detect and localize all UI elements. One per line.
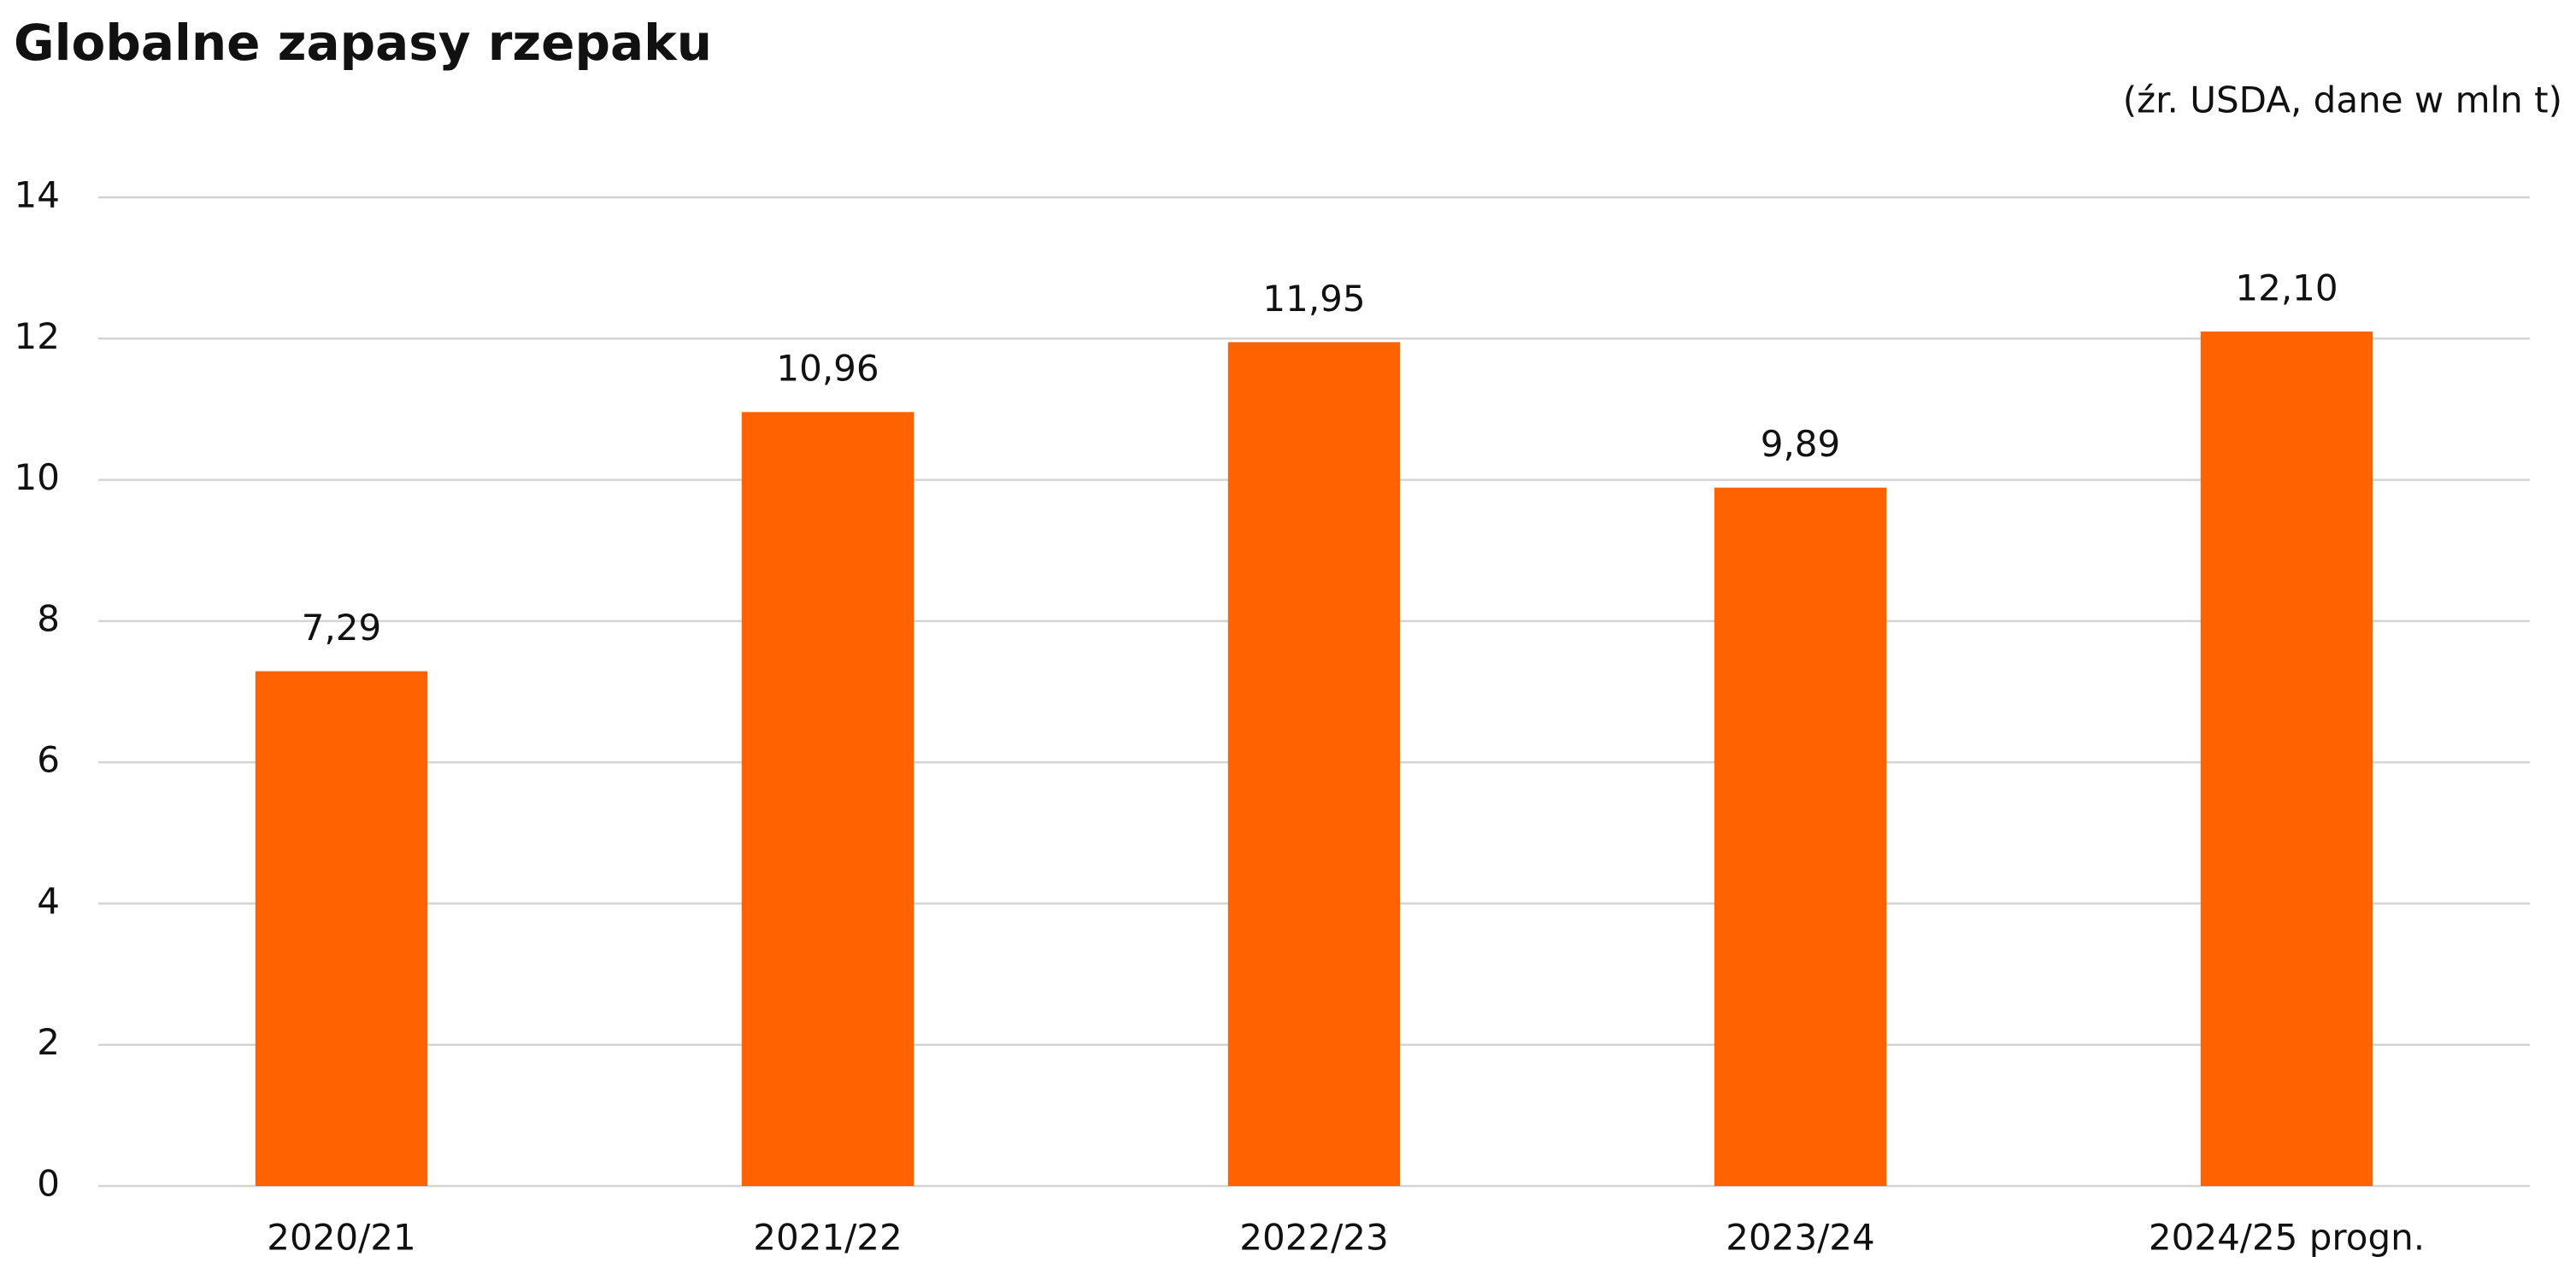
value-label: 7,29 bbox=[302, 607, 382, 649]
x-tick-label: 2023/24 bbox=[1726, 1217, 1874, 1259]
y-tick-label: 10 bbox=[15, 456, 60, 498]
chart-subtitle: (źr. USDA, dane w mln t) bbox=[2123, 79, 2562, 121]
y-tick-label: 4 bbox=[37, 880, 60, 922]
x-tick-label: 2022/23 bbox=[1239, 1217, 1388, 1259]
bar bbox=[741, 412, 915, 1187]
y-tick-label: 0 bbox=[37, 1163, 60, 1205]
x-tick-label: 2024/25 progn. bbox=[2149, 1217, 2425, 1259]
bar bbox=[1227, 342, 1401, 1186]
bar bbox=[1714, 487, 1887, 1186]
bar bbox=[255, 671, 428, 1186]
y-tick-label: 6 bbox=[37, 739, 60, 781]
chart-title: Globalne zapasy rzepaku bbox=[14, 14, 712, 72]
value-label: 12,10 bbox=[2235, 267, 2338, 309]
y-tick-label: 14 bbox=[15, 174, 60, 216]
x-tick-label: 2021/22 bbox=[753, 1217, 902, 1259]
y-tick-label: 12 bbox=[15, 315, 60, 357]
x-tick-label: 2020/21 bbox=[267, 1217, 415, 1259]
bar bbox=[2200, 332, 2373, 1186]
value-label: 11,95 bbox=[1262, 278, 1365, 320]
y-tick-label: 2 bbox=[37, 1021, 60, 1063]
value-label: 10,96 bbox=[776, 348, 879, 390]
y-tick-label: 8 bbox=[37, 597, 60, 639]
value-label: 9,89 bbox=[1761, 423, 1841, 465]
